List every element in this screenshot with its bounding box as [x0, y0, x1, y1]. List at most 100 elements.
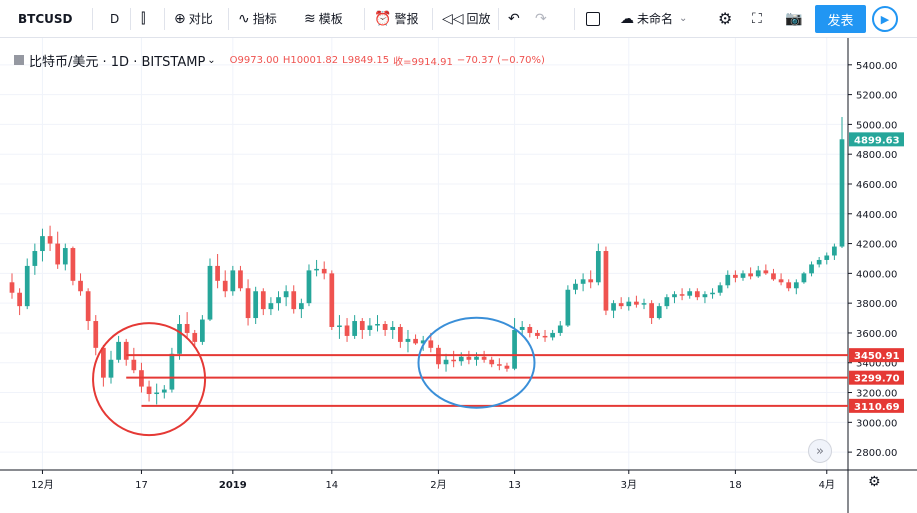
highlight-ellipse-blue: [417, 316, 536, 409]
candle-body: [458, 356, 464, 362]
candle-body: [245, 288, 251, 319]
redo-button[interactable]: ↷: [535, 0, 550, 37]
candle-body: [755, 270, 761, 277]
publish-button[interactable]: 发表: [815, 5, 866, 33]
time-tick-label: 12月: [31, 479, 54, 491]
candle-body: [687, 291, 693, 296]
compare-button[interactable]: ⊕ 对比: [174, 0, 213, 37]
price-tick-label: 4800.00: [856, 150, 897, 161]
candle-body: [390, 326, 396, 330]
candle-body: [344, 325, 350, 336]
toolbar-separator: [574, 8, 575, 30]
toolbar-separator: [364, 8, 365, 30]
candle-body: [786, 282, 792, 289]
low-value: L9849.15: [342, 54, 390, 66]
candle-body: [801, 273, 807, 283]
candle-body: [656, 306, 662, 319]
candle-body: [504, 365, 510, 369]
time-tick-label: 17: [135, 480, 148, 491]
candle-body: [116, 341, 121, 360]
time-tick-label: 2月: [430, 479, 446, 491]
candle-body: [763, 270, 769, 274]
close-value: 收=9914.91: [393, 56, 453, 68]
candle-body: [809, 264, 814, 274]
candle-body: [595, 251, 601, 283]
candle-body: [222, 280, 228, 292]
candle-body: [496, 364, 502, 366]
scroll-to-realtime-button[interactable]: »: [808, 439, 832, 463]
candle-body: [298, 303, 304, 310]
candle-body: [771, 273, 776, 280]
gear-icon: ⚙: [868, 474, 881, 490]
highlight-circle-red: [92, 322, 207, 437]
replay-button[interactable]: ◁◁ 回放: [442, 0, 491, 37]
candle-body: [177, 324, 182, 354]
candle-body: [428, 340, 434, 348]
candle-body: [291, 291, 297, 310]
price-line-label-bg: [849, 370, 904, 385]
price-chart[interactable]: 5400.00 5200.00 5000.00 4800.00 4600.00 4400.…: [0, 38, 917, 513]
candle-body: [717, 285, 723, 293]
candle-body: [725, 274, 731, 286]
select-box-button[interactable]: [586, 0, 600, 37]
price-line-label-bg: [849, 348, 904, 363]
candle-body: [352, 321, 358, 336]
replay-label: 回放: [466, 12, 491, 26]
redo-icon: ↷: [535, 10, 547, 27]
layout-name-dropdown[interactable]: ☁ 未命名 ⌄: [620, 0, 687, 37]
cloud-icon: ☁: [620, 10, 634, 27]
scroll-right-icon: »: [816, 443, 824, 459]
candle-body: [154, 392, 160, 395]
candle-body: [131, 359, 137, 371]
price-tick-label: 4200.00: [856, 240, 897, 251]
alert-button[interactable]: ⏰ 警报: [374, 0, 418, 37]
price-tick-label: 4000.00: [856, 269, 897, 280]
candle-body: [466, 356, 472, 360]
candle-body: [108, 359, 114, 378]
candle-body: [101, 347, 106, 378]
toolbar-separator: [432, 8, 433, 30]
candle-body: [314, 268, 319, 271]
candle-body: [9, 282, 15, 293]
candle-body: [839, 139, 845, 247]
play-button[interactable]: ▶: [872, 6, 898, 32]
time-tick-label: 14: [325, 480, 338, 491]
candle-body: [573, 283, 578, 290]
indicators-button[interactable]: ∿ 指标: [238, 0, 277, 37]
price-line-label-bg: [849, 398, 904, 413]
candle-body: [405, 338, 411, 342]
chart-settings-button[interactable]: ⚙: [718, 0, 735, 37]
interval-button[interactable]: D: [110, 11, 120, 26]
fullscreen-button[interactable]: ⛶: [752, 0, 765, 37]
candle-body: [230, 270, 236, 292]
price-tick-label: 3200.00: [856, 389, 897, 400]
templates-button[interactable]: ≋ 模板: [304, 0, 343, 37]
candle-body: [672, 294, 677, 298]
price-tick-label: 2800.00: [856, 448, 897, 459]
candle-body: [169, 353, 175, 390]
change-value: −70.37 (−0.70%): [456, 54, 545, 66]
candle-body: [238, 270, 243, 289]
candle-body: [93, 321, 99, 348]
candle-body: [710, 292, 715, 295]
price-tick-label: 5200.00: [856, 91, 897, 102]
time-tick-label: 13: [508, 480, 521, 491]
axis-settings-button[interactable]: ⚙: [868, 474, 881, 490]
candle-body: [519, 326, 525, 330]
snapshot-button[interactable]: 📷: [785, 0, 805, 37]
symbol-title[interactable]: 比特币/美元 · 1D · BITSTAMP: [29, 54, 206, 70]
gear-icon: ⚙: [718, 9, 733, 28]
templates-label: 模板: [318, 12, 343, 26]
candle-body: [481, 356, 487, 360]
candle-body: [283, 291, 289, 298]
undo-button[interactable]: ↶: [508, 0, 523, 37]
candle-body: [550, 332, 556, 338]
toolbar-separator: [228, 8, 229, 30]
chart-style-button[interactable]: ⫿: [141, 0, 148, 37]
candle-body: [123, 341, 129, 360]
candle-body: [618, 303, 624, 307]
symbol-search[interactable]: BTCUSD: [18, 11, 73, 26]
candle-body: [474, 356, 479, 360]
candle-body: [359, 321, 365, 330]
candle-body: [451, 359, 457, 362]
